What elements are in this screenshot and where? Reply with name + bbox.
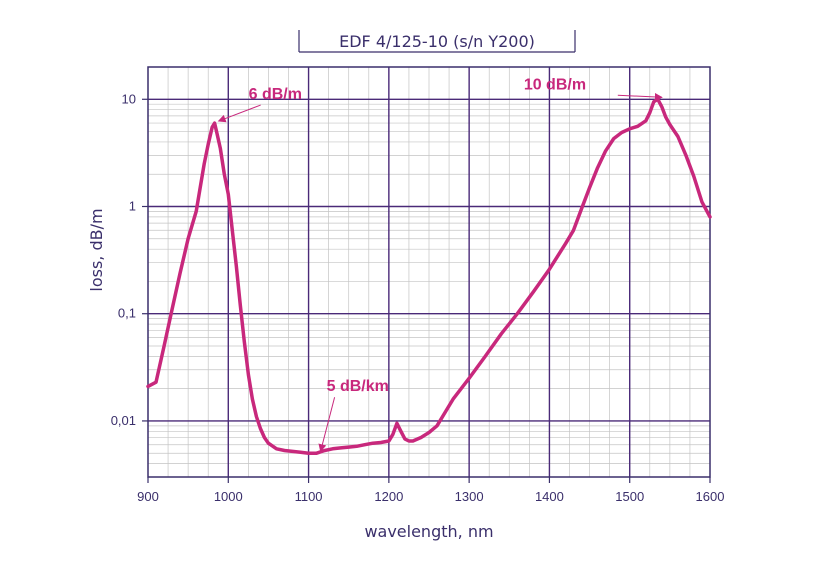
x-tick-label: 1400 xyxy=(535,489,564,504)
series-line-0 xyxy=(146,97,712,455)
annotation-arrow xyxy=(617,92,663,101)
plot-frame xyxy=(147,66,711,478)
x-tick-label: 1600 xyxy=(696,489,725,504)
annotation-label: 10 dB/m xyxy=(524,76,586,93)
y-tick-label: 10 xyxy=(122,91,136,106)
y-tick-label: 1 xyxy=(129,198,136,213)
grid-minor xyxy=(148,66,710,478)
annotation-arrow xyxy=(217,104,261,123)
x-tick-label: 1500 xyxy=(615,489,644,504)
chart-title: EDF 4/125-10 (s/n Y200) xyxy=(339,32,535,51)
x-axis-ticks: 900 1000 1100 1200 1300 1400 1500 1600 xyxy=(137,477,724,504)
y-axis-title: loss, dB/m xyxy=(87,208,106,291)
y-axis-ticks: 0,01 0,1 1 10 xyxy=(111,91,148,428)
x-tick-label: 1200 xyxy=(374,489,403,504)
x-tick-label: 900 xyxy=(137,489,159,504)
annotation-label: 6 dB/m xyxy=(249,86,302,103)
x-axis-title: wavelength, nm xyxy=(364,522,493,541)
x-tick-label: 1300 xyxy=(455,489,484,504)
y-tick-label: 0,1 xyxy=(118,306,136,321)
annotation-arrow xyxy=(318,397,336,453)
x-tick-label: 1000 xyxy=(214,489,243,504)
annotations-layer: 6 dB/m 5 dB/km 10 dB/m xyxy=(217,76,663,453)
x-tick-label: 1100 xyxy=(295,489,323,504)
chart-title-box: EDF 4/125-10 (s/n Y200) xyxy=(298,30,576,53)
y-tick-label: 0,01 xyxy=(111,413,136,428)
series-layer xyxy=(146,97,712,455)
annotation-label: 5 dB/km xyxy=(327,378,389,395)
